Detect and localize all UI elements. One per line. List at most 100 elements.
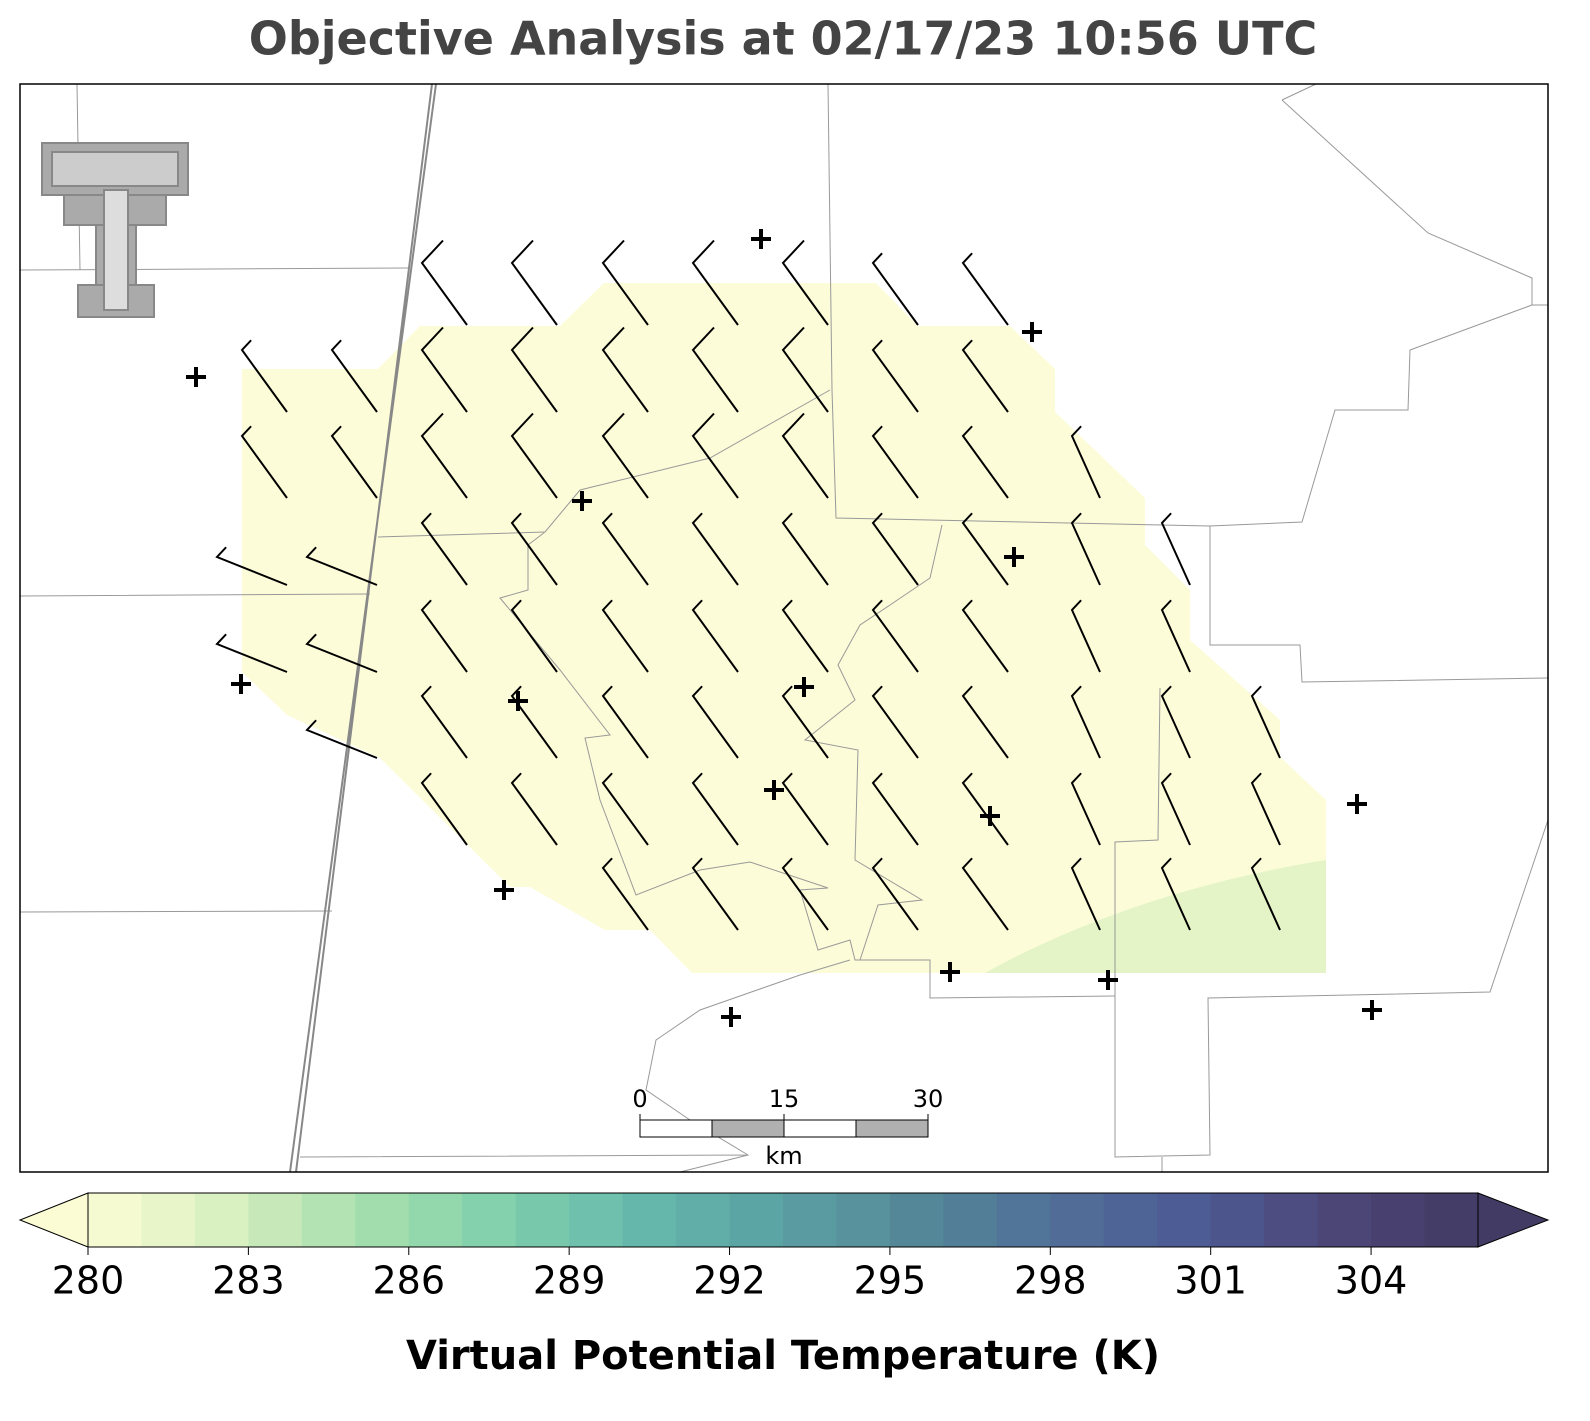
wind-barb <box>601 599 649 673</box>
scale-unit: km <box>765 1142 802 1170</box>
wind-barb <box>420 599 468 673</box>
wind-barb <box>1160 685 1191 759</box>
analysis-field <box>242 283 1326 973</box>
wind-barb <box>240 339 288 413</box>
colorbar-segment <box>889 1193 944 1247</box>
station <box>1347 794 1367 814</box>
colorbar-tick-label: 280 <box>52 1259 125 1303</box>
colorbar-tick-label: 301 <box>1174 1259 1247 1303</box>
colorbar-segment <box>996 1193 1051 1247</box>
colorbar-segment <box>462 1193 517 1247</box>
wind-barb <box>601 772 649 846</box>
wind-barb <box>781 512 829 586</box>
wind-barb <box>601 685 649 759</box>
wind-barb <box>691 239 739 326</box>
colorbar-segment <box>783 1193 837 1247</box>
station <box>1098 970 1118 990</box>
wind-barb <box>871 857 919 931</box>
wind-barb <box>691 857 739 931</box>
county-lines <box>19 83 1549 1173</box>
wind-barb <box>691 412 739 499</box>
wind-barb <box>330 425 378 499</box>
colorbar-tick-label: 298 <box>1014 1259 1087 1303</box>
wind-barb <box>781 599 829 673</box>
station <box>721 1007 741 1027</box>
colorbar-segment <box>1371 1193 1426 1247</box>
wind-barb <box>691 772 739 846</box>
wind-barb <box>510 599 558 673</box>
station <box>764 780 784 800</box>
wind-barb <box>1160 512 1191 586</box>
wind-barb <box>871 685 919 759</box>
colorbar-segment <box>676 1193 731 1247</box>
wind-barb <box>601 512 649 586</box>
wind-barb <box>1070 772 1101 846</box>
title: Objective Analysis at 02/17/23 10:56 UTC <box>249 12 1318 66</box>
wind-barb <box>420 512 468 586</box>
station <box>494 880 514 900</box>
wind-barb <box>601 857 649 931</box>
wind-barb <box>961 512 1009 586</box>
wind-barb <box>1070 512 1101 586</box>
wind-barb <box>215 633 288 673</box>
wind-barb <box>871 512 919 586</box>
scale-segment <box>855 1119 929 1138</box>
colorbar-tick-label: 295 <box>854 1259 927 1303</box>
station <box>508 691 528 711</box>
colorbar-tick-label: 292 <box>693 1259 766 1303</box>
colorbar-tick-label: 286 <box>373 1259 446 1303</box>
wind-barb <box>1070 857 1101 931</box>
logo <box>41 142 189 318</box>
wind-barb <box>1250 857 1281 931</box>
wind-barb <box>1160 772 1191 846</box>
wind-barb <box>420 412 468 499</box>
wind-barb <box>1070 685 1101 759</box>
wind-barb <box>510 239 558 326</box>
colorbar-tick-label: 289 <box>533 1259 606 1303</box>
station <box>186 367 206 387</box>
wind-barb <box>510 772 558 846</box>
wind-barb <box>510 512 558 586</box>
colorbar-segment <box>1103 1193 1158 1247</box>
wind-barb <box>691 685 739 759</box>
scale-label: 0 <box>632 1085 647 1113</box>
wind-barb <box>420 685 468 759</box>
wind-barb <box>781 412 829 499</box>
colorbar-segment <box>248 1193 303 1247</box>
wind-barb <box>961 599 1009 673</box>
colorbar-segment <box>1210 1193 1265 1247</box>
map-frame <box>19 83 1549 1173</box>
wind-barb <box>330 339 378 413</box>
scale-label: 15 <box>769 1085 800 1113</box>
wind-barbs <box>215 239 1281 931</box>
colorbar-segment <box>943 1193 998 1247</box>
colorbar-tick-label: 304 <box>1335 1259 1408 1303</box>
colorbar-extend-high <box>1477 1192 1550 1248</box>
station <box>231 674 251 694</box>
colorbar-segment <box>569 1193 624 1247</box>
scale-segment <box>783 1119 857 1138</box>
colorbar-segment <box>1264 1193 1319 1247</box>
colorbar-segment <box>355 1193 410 1247</box>
scale-segment <box>711 1119 785 1138</box>
colorbar-segment <box>1157 1193 1212 1247</box>
station <box>1022 322 1042 342</box>
wind-barb <box>961 425 1009 499</box>
wind-barb <box>420 326 468 413</box>
wind-barb <box>1070 425 1101 499</box>
wind-barb <box>420 239 468 326</box>
wind-barb <box>601 326 649 413</box>
colorbar-segment <box>408 1193 463 1247</box>
wind-barb <box>305 719 378 759</box>
scale-bar: 0 15 30 km <box>632 1085 943 1170</box>
colorbar-segment <box>141 1193 196 1247</box>
wind-barb <box>781 685 829 759</box>
scale-label: 30 <box>913 1085 944 1113</box>
colorbar-segment <box>836 1193 891 1247</box>
colorbar-segment <box>729 1193 784 1247</box>
wind-barb <box>1160 599 1191 673</box>
station <box>794 677 814 697</box>
colorbar-segment <box>88 1193 142 1247</box>
wind-barb <box>240 425 288 499</box>
